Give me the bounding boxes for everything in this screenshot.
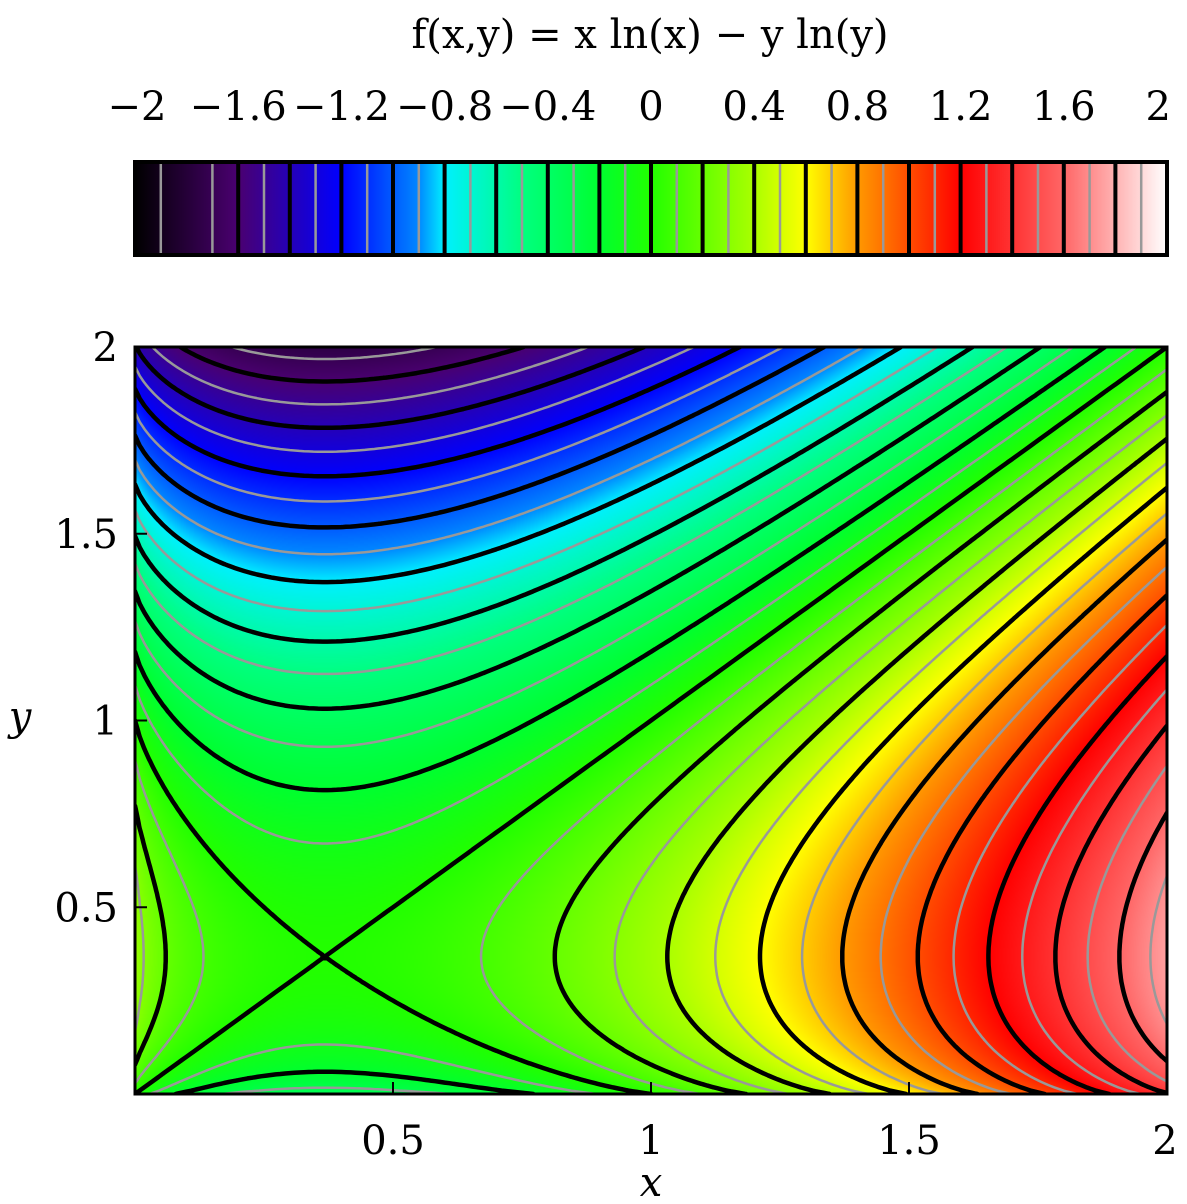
contour-major-line	[135, 347, 1043, 711]
colorbar-tick-label: 2	[1146, 84, 1171, 130]
contour-major-line	[757, 485, 1167, 1094]
y-tick-label: 1	[93, 699, 118, 745]
contour-minor-line	[135, 347, 1009, 676]
contour-major-line	[840, 537, 1167, 1094]
contour-minor-line	[135, 413, 1167, 1094]
chart-title: f(x,y) = x ln(x) − y ln(y)	[411, 12, 888, 58]
contour-major-line	[986, 653, 1167, 1094]
contour-minor-line	[952, 623, 1167, 1094]
x-axis-label: x	[640, 1160, 663, 1204]
colorbar-tick-label: 1.2	[929, 84, 993, 130]
contour-major-line	[665, 436, 1167, 1094]
x-tick-label: 2	[1152, 1118, 1177, 1164]
plot-area	[133, 345, 1169, 1096]
x-axis-ticks: 0.5 1 1.5 2	[361, 1082, 1178, 1164]
x-tick-label: 1.5	[877, 1118, 941, 1164]
contour-minor-line	[1021, 688, 1167, 1094]
contour-minor-line	[135, 347, 785, 503]
y-axis-ticks: 0.5 1 1.5 2	[54, 325, 147, 931]
contour-minor-line	[135, 347, 696, 453]
colorbar-tick-label: 0.4	[722, 84, 786, 130]
contour-major-line	[178, 347, 526, 384]
contour-minor-line	[135, 368, 1167, 1094]
contour-lines	[135, 347, 1167, 1094]
contour-major-line	[135, 347, 647, 431]
colorbar-tick-label: 1.6	[1032, 84, 1096, 130]
contour-major-line	[135, 347, 904, 585]
contour-minor-line	[800, 512, 1167, 1094]
y-tick-label: 0.5	[54, 885, 118, 931]
colorbar-tick-label: −0.8	[396, 84, 493, 130]
y-tick-label: 1.5	[54, 512, 118, 558]
colorbar-tick-label: 0	[638, 84, 663, 130]
contour-minor-line	[714, 461, 1167, 1094]
y-tick-label: 2	[93, 325, 118, 371]
colorbar-tick-label: −2	[108, 84, 167, 130]
colorbar: −2 −1.6 −1.2 −0.8 −0.4 0 0.4 0.8 1.2 1.6 2	[108, 84, 1171, 257]
contour-major-line	[915, 592, 1167, 1094]
contour-major-line	[1053, 723, 1167, 1094]
colorbar-tick-labels: −2 −1.6 −1.2 −0.8 −0.4 0 0.4 0.8 1.2 1.6 2	[108, 84, 1171, 130]
colorbar-frame	[133, 160, 1169, 257]
contour-major-line	[135, 347, 827, 530]
contour-major-line	[135, 347, 1167, 1094]
contour-minor-line	[230, 347, 439, 361]
contour-minor-line	[135, 347, 939, 613]
y-axis-label: y	[7, 694, 33, 740]
colorbar-tick-label: 0.8	[826, 84, 890, 130]
contour-major-line	[135, 389, 1167, 1094]
colorbar-level-lines	[159, 162, 1143, 255]
contour-minor-line	[879, 565, 1167, 1094]
colorbar-tick-label: −1.2	[293, 84, 390, 130]
contour-minor-line	[151, 347, 590, 406]
contour-major-line	[135, 347, 975, 644]
x-tick-label: 1	[638, 1118, 663, 1164]
contour-major-line	[135, 347, 743, 479]
x-tick-label: 0.5	[361, 1118, 425, 1164]
colorbar-tick-label: −1.6	[190, 84, 287, 130]
colorbar-tick-label: −0.4	[499, 84, 596, 130]
